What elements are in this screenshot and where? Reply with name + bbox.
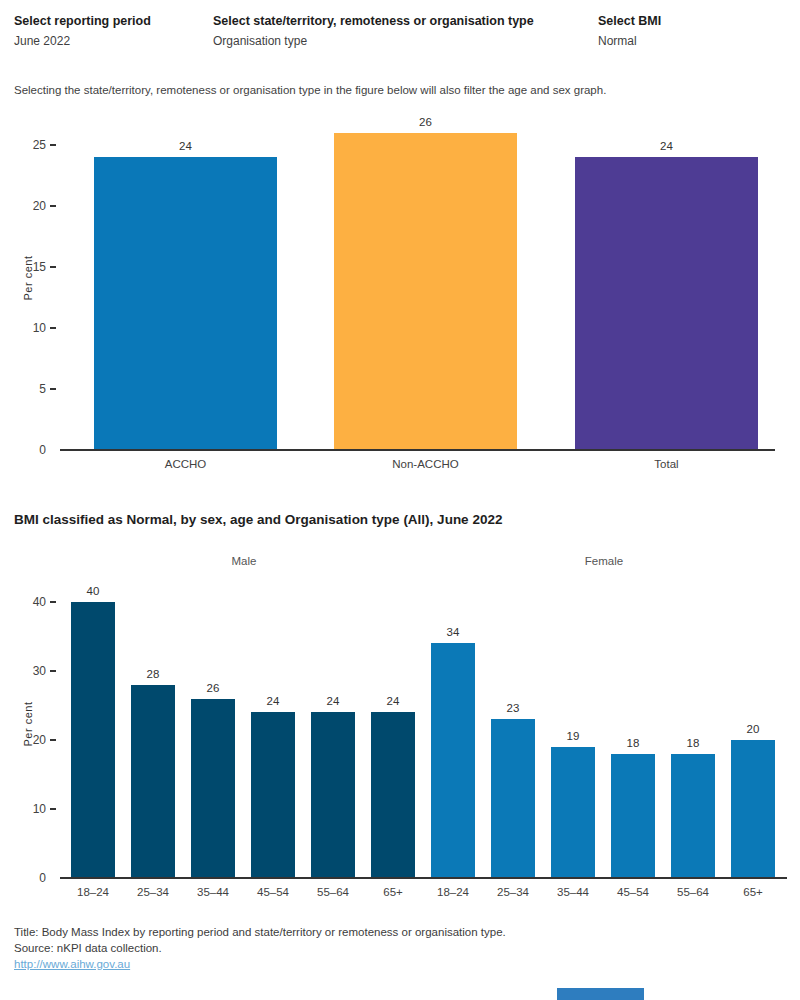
bar-accho-value: 24 [94,140,277,152]
bar-female-65+-value: 20 [731,723,775,735]
filter-bmi: Select BMI Normal [598,14,661,48]
filter-org-type-value[interactable]: Organisation type [213,34,534,48]
y-tick-25: 25 [10,138,46,152]
y-tick-mark [50,808,56,810]
y-tick-30: 30 [10,664,46,678]
bar-female-65+[interactable] [731,740,775,878]
bar-female-45-54[interactable] [611,754,655,878]
x-label-female-65+: 65+ [693,886,800,898]
bar-male-35-44-value: 26 [191,682,235,694]
filter-bmi-label: Select BMI [598,14,661,28]
footer-link[interactable]: http://www.aihw.gov.au [14,958,130,970]
bar-male-65+-value: 24 [371,695,415,707]
scrollbar-thumb[interactable] [557,988,644,1000]
bar-female-25-34-value: 23 [491,702,535,714]
bar-male-45-54-value: 24 [251,695,295,707]
filter-bmi-value[interactable]: Normal [598,34,661,48]
bar-female-45-54-value: 18 [611,737,655,749]
filter-note: Selecting the state/territory, remotenes… [14,84,606,96]
y-tick-5: 5 [10,382,46,396]
y-tick-40: 40 [10,595,46,609]
y-tick-0: 0 [10,443,46,457]
footer-title-line: Title: Body Mass Index by reporting peri… [14,926,506,938]
bar-female-55-64-value: 18 [671,737,715,749]
chart2-y-axis-label: Per cent [22,684,34,764]
y-tick-mark [50,327,56,329]
bar-total-value: 24 [575,140,758,152]
x-label-total: Total [607,458,727,470]
y-tick-mark [50,266,56,268]
y-tick-20: 20 [10,199,46,213]
bar-female-18-24-value: 34 [431,626,475,638]
chart1-plot-area: 242624 [62,120,775,450]
bar-male-35-44[interactable] [191,699,235,878]
filter-reporting-period-label: Select reporting period [14,14,151,28]
bar-male-55-64-value: 24 [311,695,355,707]
y-tick-mark [50,739,56,741]
bar-male-25-34[interactable] [131,685,175,878]
bar-male-18-24[interactable] [71,602,115,878]
filter-reporting-period-value[interactable]: June 2022 [14,34,151,48]
bar-male-55-64[interactable] [311,712,355,878]
y-tick-mark [50,601,56,603]
filter-org-type: Select state/territory, remoteness or or… [213,14,534,48]
y-tick-20: 20 [10,733,46,747]
chart1-y-axis-label: Per cent [22,238,34,318]
bar-total[interactable] [575,157,758,450]
bar-female-35-44[interactable] [551,747,595,878]
group-label-male: Male [144,555,344,567]
group-label-female: Female [504,555,704,567]
y-tick-10: 10 [10,802,46,816]
y-tick-mark [50,670,56,672]
y-tick-mark [50,144,56,146]
filter-org-type-label: Select state/territory, remoteness or or… [213,14,534,28]
bar-female-55-64[interactable] [671,754,715,878]
bar-accho[interactable] [94,157,277,450]
bar-female-35-44-value: 19 [551,730,595,742]
chart2-title: BMI classified as Normal, by sex, age an… [14,512,502,527]
bar-male-65+[interactable] [371,712,415,878]
y-tick-mark [50,388,56,390]
bar-male-45-54[interactable] [251,712,295,878]
bar-female-18-24[interactable] [431,643,475,878]
chart2-plot-area: 40 28 26 24 24 24 34 23 19 18 18 20 [62,580,785,878]
x-label-non-accho: Non-ACCHO [366,458,486,470]
y-tick-10: 10 [10,321,46,335]
bar-non-accho-value: 26 [334,116,517,128]
bar-male-18-24-value: 40 [71,585,115,597]
x-label-accho: ACCHO [126,458,246,470]
chart1-x-axis-line [60,449,775,451]
y-tick-mark [50,205,56,207]
filter-reporting-period: Select reporting period June 2022 [14,14,151,48]
dashboard: Select reporting period June 2022 Select… [0,0,800,1000]
footer-source-line: Source: nKPI data collection. [14,942,162,954]
y-tick-15: 15 [10,260,46,274]
bar-male-25-34-value: 28 [131,668,175,680]
y-tick-0: 0 [10,871,46,885]
chart2-x-axis-line [60,877,787,879]
bar-female-25-34[interactable] [491,719,535,878]
bar-non-accho[interactable] [334,133,517,450]
